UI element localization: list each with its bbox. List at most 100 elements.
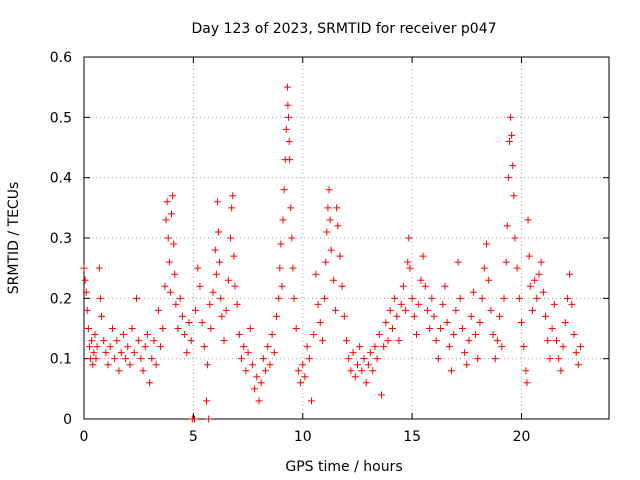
data-point: [100, 337, 108, 345]
data-point: [577, 343, 585, 351]
y-tick-label: 0.6: [50, 50, 72, 66]
y-tick-label: 0.3: [50, 231, 72, 247]
data-point: [378, 391, 385, 399]
data-point: [248, 361, 256, 369]
data-point: [531, 276, 539, 284]
data-point: [395, 337, 403, 345]
data-point: [388, 325, 396, 332]
data-point: [310, 331, 318, 339]
data-point: [198, 318, 206, 326]
data-point: [181, 331, 189, 339]
data-point: [391, 294, 399, 302]
data-point: [347, 367, 355, 375]
data-point: [268, 331, 276, 339]
data-point: [275, 294, 283, 302]
chart-title: Day 123 of 2023, SRMTID for receiver p04…: [191, 21, 496, 37]
data-point: [513, 264, 521, 272]
data-point: [212, 270, 220, 278]
data-point: [150, 337, 158, 345]
data-point: [463, 361, 471, 369]
data-point: [522, 367, 530, 375]
data-point: [206, 300, 214, 308]
data-point: [88, 337, 96, 345]
data-point: [443, 318, 451, 326]
data-point: [246, 325, 254, 332]
data-point: [126, 361, 134, 369]
data-point: [502, 258, 510, 266]
data-point: [509, 162, 517, 170]
grid-lines: [84, 57, 609, 419]
data-point: [329, 276, 337, 284]
data-point: [485, 276, 493, 284]
data-point: [170, 240, 178, 248]
data-point: [553, 337, 560, 345]
data-point: [568, 300, 576, 308]
data-point: [555, 355, 563, 363]
data-point: [456, 294, 464, 302]
data-point: [174, 325, 182, 332]
data-point: [356, 343, 364, 351]
data-point: [472, 331, 480, 339]
data-point: [168, 210, 175, 218]
data-point: [169, 192, 177, 200]
data-point: [251, 385, 259, 393]
data-point: [323, 228, 331, 236]
data-point: [262, 367, 270, 375]
data-point: [290, 294, 298, 302]
data-point: [257, 379, 265, 387]
data-point: [369, 367, 377, 375]
data-point: [491, 355, 499, 363]
data-point: [548, 325, 556, 332]
data-point: [200, 343, 208, 351]
data-point: [452, 306, 460, 314]
data-point: [146, 379, 154, 387]
data-point: [324, 204, 332, 212]
data-point: [176, 294, 184, 302]
data-point: [242, 367, 250, 375]
data-point: [137, 355, 145, 363]
x-tick-label: 5: [189, 429, 198, 445]
data-point: [273, 312, 280, 320]
data-point: [399, 282, 407, 290]
data-point: [215, 228, 223, 236]
data-point: [498, 343, 506, 351]
data-point: [111, 355, 119, 363]
y-tick-label: 0.1: [50, 352, 72, 368]
data-point: [157, 343, 165, 351]
data-point: [535, 270, 543, 278]
data-point: [259, 355, 267, 363]
data-point: [524, 216, 532, 224]
data-point: [321, 294, 329, 302]
data-point: [163, 198, 171, 206]
data-point: [297, 379, 305, 387]
data-point: [393, 312, 401, 320]
data-point: [220, 337, 228, 345]
data-point: [95, 264, 103, 272]
data-point: [308, 397, 315, 405]
data-point: [106, 343, 114, 351]
data-point: [280, 186, 288, 194]
data-point: [81, 276, 89, 284]
data-point: [282, 125, 290, 133]
data-point: [574, 361, 582, 369]
data-point: [417, 276, 425, 284]
data-point: [507, 113, 515, 121]
data-point: [288, 234, 296, 242]
data-point: [85, 343, 93, 351]
data-point: [159, 325, 167, 332]
data-point: [80, 264, 88, 272]
data-point: [367, 349, 375, 357]
data-point: [550, 300, 558, 308]
data-point: [467, 312, 475, 320]
data-point: [89, 361, 97, 369]
data-point: [474, 355, 482, 363]
data-point: [375, 331, 383, 339]
data-point: [289, 264, 297, 272]
data-point: [340, 312, 348, 320]
data-point: [141, 343, 149, 351]
data-point: [161, 282, 169, 290]
data-point: [102, 349, 110, 357]
data-point: [148, 355, 156, 363]
data-point: [139, 367, 147, 375]
data-point: [325, 186, 333, 194]
